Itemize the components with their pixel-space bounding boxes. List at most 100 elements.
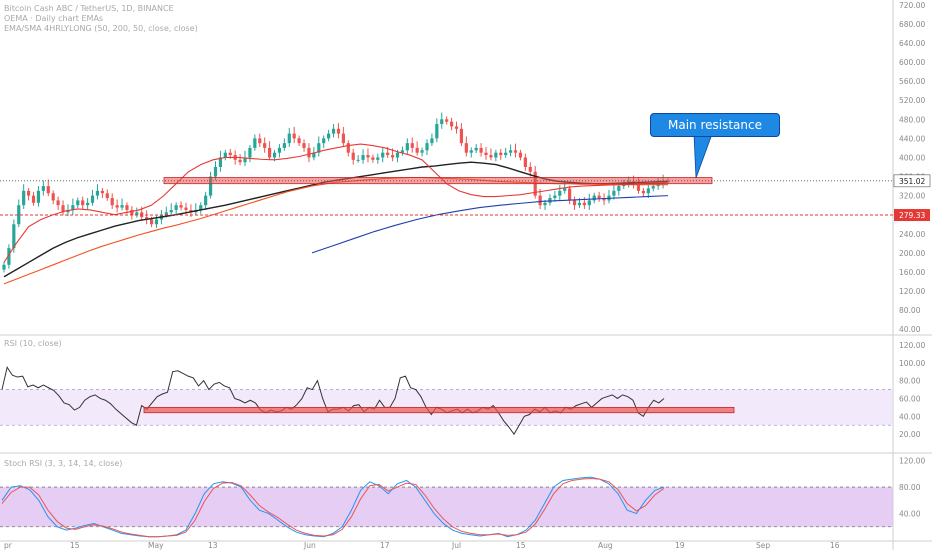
candle-body bbox=[228, 152, 232, 156]
stoch-rsi-pane[interactable] bbox=[0, 476, 893, 538]
candle-body bbox=[61, 205, 65, 213]
candle-body bbox=[189, 209, 193, 213]
candle-body bbox=[376, 157, 380, 160]
candle-body bbox=[115, 205, 119, 208]
candle-body bbox=[208, 176, 213, 196]
candle-body bbox=[484, 152, 488, 156]
candle-body bbox=[95, 190, 100, 196]
candle-body bbox=[12, 224, 16, 249]
candle-body bbox=[346, 143, 350, 153]
time-tick-label: 15 bbox=[70, 541, 80, 550]
candle-body bbox=[7, 248, 11, 265]
time-tick-label: Sep bbox=[756, 541, 770, 550]
rsi-pane[interactable] bbox=[0, 365, 893, 436]
time-tick-label: 15 bbox=[516, 541, 526, 550]
candle-body bbox=[568, 188, 572, 201]
candle-body bbox=[577, 202, 582, 206]
candle-body bbox=[51, 193, 55, 201]
moving-average-line bbox=[311, 195, 669, 254]
candle-body bbox=[464, 143, 468, 153]
stoch-rsi-label: Stoch RSI (3, 3, 14, 14, close) bbox=[4, 459, 123, 468]
candle-body bbox=[415, 147, 419, 153]
chart-title: Bitcoin Cash ABC / TetherUS, 1D, BINANCE bbox=[4, 4, 174, 13]
candle-body bbox=[282, 143, 286, 148]
time-tick-label: May bbox=[148, 541, 164, 550]
candle-body bbox=[312, 152, 316, 158]
rsi-resistance-zone bbox=[143, 406, 735, 414]
candle-body bbox=[268, 147, 272, 158]
candle-body bbox=[263, 143, 267, 148]
candle-body bbox=[125, 205, 129, 210]
support-price-text: 279.33 bbox=[899, 211, 925, 220]
candle-body bbox=[199, 205, 203, 210]
stoch-k-line bbox=[1, 476, 665, 538]
price-tick-label: 720.00 bbox=[899, 1, 925, 10]
candle-body bbox=[612, 190, 616, 196]
price-tick-label: 120.00 bbox=[899, 287, 925, 296]
candle-body bbox=[105, 193, 109, 199]
candle-body bbox=[479, 147, 483, 153]
candle-body bbox=[597, 195, 601, 199]
candle-body bbox=[149, 219, 154, 225]
candle-body bbox=[169, 209, 173, 213]
candle-body bbox=[31, 195, 36, 203]
candle-body bbox=[371, 157, 375, 160]
price-tick-label: 520.00 bbox=[899, 96, 925, 105]
candle-body bbox=[46, 186, 50, 194]
price-tick-label: 560.00 bbox=[899, 77, 925, 86]
price-tick-label: 80.00 bbox=[899, 306, 921, 315]
candle-body bbox=[248, 147, 252, 158]
candle-body bbox=[504, 152, 508, 156]
time-tick-label: Jul bbox=[451, 541, 461, 550]
stoch-d-line bbox=[1, 477, 665, 538]
candle-body bbox=[17, 205, 21, 225]
price-tick-label: 160.00 bbox=[899, 268, 925, 277]
price-pane[interactable] bbox=[0, 112, 893, 285]
candle-body bbox=[179, 205, 183, 208]
candle-body bbox=[430, 138, 434, 144]
candle-body bbox=[459, 128, 464, 144]
candle-body bbox=[543, 202, 547, 206]
time-tick-label: Jun bbox=[303, 541, 316, 550]
candle-body bbox=[76, 200, 80, 206]
candle-body bbox=[331, 128, 336, 134]
price-tick-label: 320.00 bbox=[899, 192, 925, 201]
candle-body bbox=[100, 190, 104, 194]
candle-body bbox=[26, 190, 31, 196]
candle-body bbox=[489, 155, 493, 158]
candle-body bbox=[130, 209, 134, 215]
indicator-label-ema-sma: EMA/SMA 4HRLYLONG (50, 200, 50, close, c… bbox=[4, 24, 198, 33]
price-tick-label: 200.00 bbox=[899, 249, 925, 258]
time-tick-label: Aug bbox=[598, 541, 613, 550]
candle-body bbox=[651, 186, 655, 189]
candle-body bbox=[302, 143, 306, 148]
candle-body bbox=[366, 155, 370, 158]
candle-body bbox=[528, 167, 532, 172]
candle-body bbox=[213, 167, 218, 177]
candle-body bbox=[2, 264, 6, 270]
candle-body bbox=[474, 147, 478, 151]
callout-pointer bbox=[693, 133, 713, 179]
price-tick-label: 680.00 bbox=[899, 20, 925, 29]
rsi-tick-label: 80.00 bbox=[899, 377, 921, 386]
price-tick-label: 400.00 bbox=[899, 153, 925, 162]
support-price-tag bbox=[894, 209, 930, 222]
candle-body bbox=[258, 138, 262, 144]
main-resistance-callout[interactable]: Main resistance bbox=[650, 113, 780, 137]
stoch-band bbox=[0, 487, 893, 527]
candle-body bbox=[341, 133, 345, 144]
candle-body bbox=[41, 186, 45, 191]
candle-body bbox=[499, 152, 503, 156]
candle-body bbox=[400, 150, 404, 153]
stoch-tick-label: 120.00 bbox=[899, 457, 925, 466]
candle-body bbox=[425, 143, 429, 151]
candle-body bbox=[81, 200, 85, 206]
candle-body bbox=[90, 195, 95, 203]
price-axes: 40.0080.00120.00160.00200.00240.00280.00… bbox=[4, 1, 931, 550]
candle-body bbox=[395, 152, 400, 158]
candle-body bbox=[277, 147, 282, 153]
candle-body bbox=[56, 200, 60, 206]
candle-body bbox=[617, 186, 621, 191]
candle-body bbox=[351, 152, 355, 160]
